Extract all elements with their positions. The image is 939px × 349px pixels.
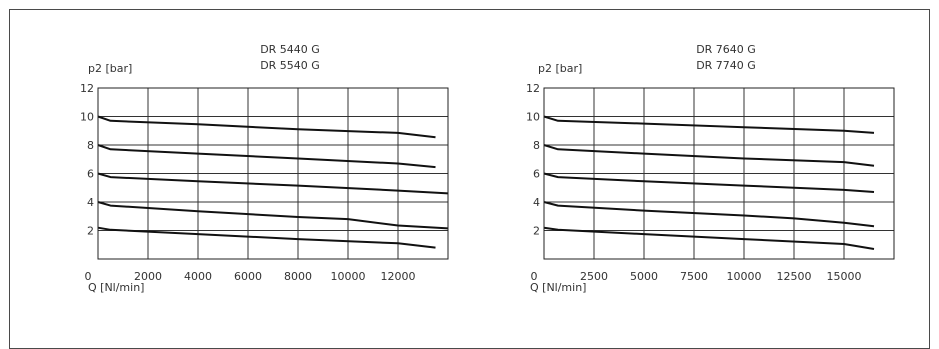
chart-title-line-2: DR 7740 G	[696, 59, 756, 72]
series-line-2	[543, 144, 875, 167]
series-line-3	[97, 172, 449, 195]
series-group	[97, 115, 449, 249]
x-tick-label: 7500	[680, 270, 708, 283]
x-tick-label: 4000	[184, 270, 212, 283]
x-tick-label: 2500	[580, 270, 608, 283]
y-tick-label: 4	[87, 196, 94, 209]
y-tick-label: 10	[80, 111, 94, 124]
y-tick-label: 2	[87, 225, 94, 238]
grid	[98, 87, 448, 259]
y-axis-label: p2 [bar]	[88, 62, 132, 75]
x-tick-label-zero: 0	[85, 270, 92, 283]
tick-labels: 2500 5000 7500 10000 12500 15000 2 4 6 8 10 12	[526, 82, 862, 283]
grid	[544, 87, 894, 259]
x-tick-label: 15000	[827, 270, 862, 283]
x-tick-label: 6000	[234, 270, 262, 283]
chart-dr-5440-5540: DR 5440 G DR 5540 G p2 [bar] Q [Nl/min] …	[80, 43, 449, 294]
x-tick-label: 5000	[630, 270, 658, 283]
series-group	[543, 115, 875, 250]
chart-title-line-1: DR 7640 G	[696, 43, 756, 56]
y-axis-label: p2 [bar]	[538, 62, 582, 75]
series-line-1	[543, 115, 875, 134]
y-tick-label: 4	[533, 196, 540, 209]
series-line-2	[97, 144, 436, 169]
x-tick-label: 12500	[777, 270, 812, 283]
series-line-5	[543, 226, 875, 250]
y-tick-label: 2	[533, 225, 540, 238]
charts-svg: DR 5440 G DR 5540 G p2 [bar] Q [Nl/min] …	[80, 43, 895, 294]
chart-dr-7640-7740: DR 7640 G DR 7740 G p2 [bar] Q [Nl/min] …	[526, 43, 895, 294]
series-line-3	[543, 172, 875, 193]
y-tick-label: 8	[533, 139, 540, 152]
x-tick-label: 10000	[727, 270, 762, 283]
y-tick-label: 6	[533, 168, 540, 181]
x-tick-label: 2000	[134, 270, 162, 283]
series-line-5	[97, 226, 436, 249]
y-tick-label: 6	[87, 168, 94, 181]
series-line-1	[97, 115, 436, 139]
x-axis-label: Q [Nl/min]	[530, 281, 586, 294]
y-tick-label: 12	[80, 82, 94, 95]
tick-labels: 2000 4000 6000 8000 10000 12000 2 4 6 8 10 12	[80, 82, 416, 283]
y-tick-label: 8	[87, 139, 94, 152]
y-tick-label: 10	[526, 111, 540, 124]
chart-title-line-2: DR 5540 G	[260, 59, 320, 72]
y-tick-label: 12	[526, 82, 540, 95]
x-tick-label: 12000	[381, 270, 416, 283]
x-axis-label: Q [Nl/min]	[88, 281, 144, 294]
x-tick-label-zero: 0	[531, 270, 538, 283]
series-line-4	[543, 201, 875, 228]
series-line-4	[97, 201, 449, 230]
x-tick-label: 10000	[331, 270, 366, 283]
x-tick-label: 8000	[284, 270, 312, 283]
chart-title-line-1: DR 5440 G	[260, 43, 320, 56]
plot-border	[543, 87, 895, 260]
plot-border	[97, 87, 449, 260]
